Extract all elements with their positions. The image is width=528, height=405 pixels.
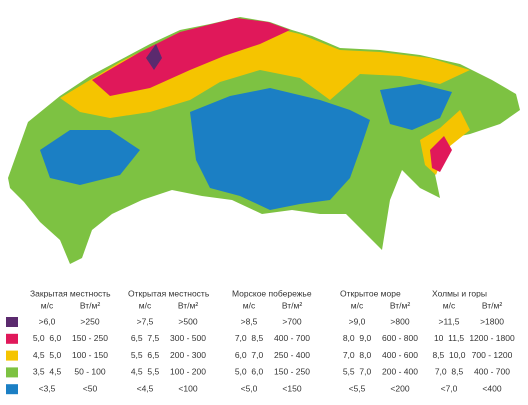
power-range: 250 - 400 — [274, 350, 310, 360]
power-range: <150 — [282, 383, 301, 393]
speed-range: 5,5 7,0 — [343, 367, 372, 377]
speed-range: 10 11,5 — [434, 333, 464, 343]
zone-blue-west — [40, 130, 140, 185]
power-range: 1200 - 1800 — [469, 333, 515, 343]
column-title: Закрытая местность — [30, 288, 111, 298]
column-title: Открытое море — [340, 288, 401, 298]
speed-range: >6,0 — [39, 316, 56, 326]
speed-range: 6,0 7,0 — [235, 350, 264, 360]
legend-swatch — [6, 350, 18, 361]
power-range: 300 - 500 — [170, 333, 206, 343]
power-range: 200 - 400 — [382, 367, 418, 377]
unit-speed: м/с — [443, 300, 456, 310]
power-range: 150 - 250 — [274, 367, 310, 377]
speed-range: <5,0 — [241, 383, 258, 393]
speed-range: 8,0 9,0 — [343, 333, 372, 343]
zone-blue — [190, 88, 370, 210]
speed-range: >8,5 — [241, 316, 258, 326]
power-range: 100 - 150 — [72, 350, 108, 360]
zone-purple — [146, 44, 162, 70]
power-range: <50 — [83, 383, 98, 393]
power-range: 700 - 1200 — [472, 350, 513, 360]
power-range: <400 — [482, 383, 501, 393]
unit-speed: м/с — [139, 300, 152, 310]
legend-swatch — [6, 333, 18, 344]
speed-range: 6,5 7,5 — [131, 333, 160, 343]
power-range: 100 - 200 — [170, 367, 206, 377]
zone-red-east — [430, 136, 452, 172]
map — [8, 17, 520, 264]
speed-range: 5,0 6,0 — [235, 367, 264, 377]
power-range: <100 — [178, 383, 197, 393]
legend-swatch — [6, 367, 18, 378]
speed-range: 4,5 5,0 — [33, 350, 62, 360]
unit-power: Вт/м² — [178, 300, 198, 310]
speed-range: 7,0 8,5 — [435, 367, 464, 377]
speed-range: <4,5 — [137, 383, 154, 393]
power-range: 200 - 300 — [170, 350, 206, 360]
speed-range: 8,5 10,0 — [432, 350, 465, 360]
speed-range: >9,0 — [349, 316, 366, 326]
speed-range: 5,0 6,0 — [33, 333, 62, 343]
speed-range: <3,5 — [39, 383, 56, 393]
zone-blue-east — [380, 84, 452, 130]
zone-red — [92, 18, 290, 96]
speed-range: 5,5 6,5 — [131, 350, 160, 360]
legend: Закрытая местность м/с Вт/м² >6,0 >250 5,0 6,… — [6, 288, 515, 395]
power-range: >500 — [178, 316, 197, 326]
power-range: 400 - 700 — [274, 333, 310, 343]
power-range: >800 — [390, 316, 409, 326]
legend-swatch — [6, 384, 18, 395]
column-title: Морское побережье — [232, 288, 312, 298]
speed-range: >11,5 — [439, 316, 460, 326]
unit-power: Вт/м² — [80, 300, 100, 310]
unit-power: Вт/м² — [482, 300, 502, 310]
power-range: 400 - 700 — [474, 367, 510, 377]
unit-speed: м/с — [243, 300, 256, 310]
unit-power: Вт/м² — [390, 300, 410, 310]
speed-range: 3,5 4,5 — [33, 367, 62, 377]
power-range: <200 — [390, 383, 409, 393]
power-range: >250 — [80, 316, 99, 326]
power-range: 600 - 800 — [382, 333, 418, 343]
column-title: Холмы и горы — [432, 288, 487, 298]
column-title: Открытая местность — [128, 288, 210, 298]
legend-swatch — [6, 317, 18, 327]
speed-range: <7,0 — [441, 383, 458, 393]
power-range: >700 — [282, 316, 301, 326]
unit-power: Вт/м² — [282, 300, 302, 310]
power-range: 50 - 100 — [74, 367, 105, 377]
speed-range: 7,0 8,5 — [235, 333, 264, 343]
power-range: 150 - 250 — [72, 333, 108, 343]
power-range: 400 - 600 — [382, 350, 418, 360]
speed-range: >7,5 — [137, 316, 154, 326]
unit-speed: м/с — [41, 300, 54, 310]
unit-speed: м/с — [351, 300, 364, 310]
power-range: >1800 — [480, 316, 504, 326]
speed-range: 4,5 5,5 — [131, 367, 160, 377]
speed-range: 7,0 8,0 — [343, 350, 372, 360]
speed-range: <5,5 — [349, 383, 366, 393]
